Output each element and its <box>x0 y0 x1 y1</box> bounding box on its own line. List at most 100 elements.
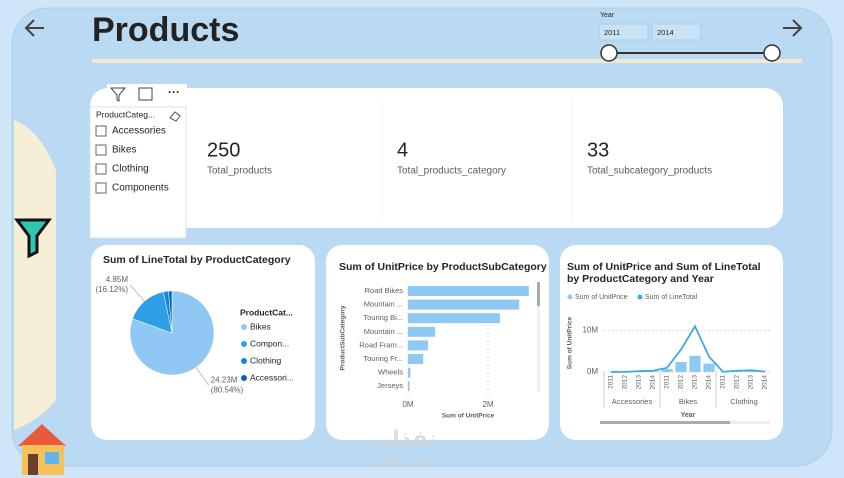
group-label: Bikes <box>679 397 698 406</box>
start-year: 2011 <box>604 28 620 37</box>
page-title: Products <box>92 11 239 49</box>
bar <box>661 369 673 372</box>
slicer-label: Year <box>600 12 615 19</box>
card-label: Total_products <box>207 166 272 177</box>
y-tick-label: Mountain ... <box>364 300 403 309</box>
checkbox[interactable] <box>95 144 107 156</box>
data-label: 24.23M <box>211 376 238 385</box>
x-tick-label: 2014 <box>706 375 713 390</box>
scrollbar-thumb[interactable] <box>600 421 730 424</box>
legend-label[interactable]: Bikes <box>250 321 271 331</box>
legend-marker <box>241 341 247 347</box>
y-tick-label: Road Bikes <box>365 286 404 295</box>
x-tick-label: 2014 <box>650 375 657 390</box>
legend-marker <box>241 375 247 381</box>
legend-label[interactable]: Sum of UnitPrice <box>575 294 628 301</box>
slider-handle[interactable] <box>763 44 781 62</box>
x-tick-label: 2011 <box>720 375 727 389</box>
x-tick-label: 2011 <box>664 375 671 389</box>
x-tick-label: 2013 <box>692 375 699 390</box>
y-tick-label: Jerseys <box>377 381 403 390</box>
bar <box>703 363 715 372</box>
x-tick-label: 2013 <box>748 375 755 390</box>
watermark-url: nafezly.com <box>374 456 432 468</box>
bar <box>408 354 424 364</box>
checkbox[interactable] <box>95 182 107 194</box>
y-axis-label: ProductSubCategory <box>340 305 347 370</box>
home-roof[interactable] <box>18 424 66 446</box>
slicer-item: Bikes <box>112 145 136 156</box>
leader-line <box>195 367 209 386</box>
y-tick-label: Wheels <box>378 368 403 377</box>
chart-title: Sum of UnitPrice by ProductSubCategory <box>339 261 547 273</box>
group-label: Accessories <box>612 397 653 406</box>
x-tick-label: 2011 <box>608 375 615 389</box>
forward-arrow[interactable] <box>783 19 803 37</box>
start-box[interactable] <box>598 23 649 41</box>
back-arrow[interactable] <box>24 19 44 37</box>
slicer-item: Clothing <box>112 164 149 175</box>
filter-pane-icon[interactable] <box>14 218 52 259</box>
checkbox[interactable] <box>95 163 107 175</box>
y-tick-label: Touring Bi... <box>363 313 403 322</box>
x-axis-label: Year <box>681 412 696 419</box>
filter-icon[interactable] <box>109 87 127 102</box>
card-label: Total_subcategory_products <box>587 166 712 177</box>
legend-marker <box>567 294 573 300</box>
bar <box>408 367 411 378</box>
legend-marker <box>241 324 247 330</box>
home-window <box>45 452 59 464</box>
card-value: 250 <box>207 139 240 161</box>
legend-marker <box>637 294 643 300</box>
legend-label[interactable]: Sum of LineTotal <box>645 294 698 301</box>
side-stripe <box>14 120 56 430</box>
card-value: 4 <box>397 139 408 161</box>
bar <box>408 340 428 351</box>
slicer-item: Components <box>112 183 169 194</box>
scrollbar[interactable] <box>537 282 540 392</box>
leader-line <box>129 284 145 302</box>
home-door <box>28 454 38 475</box>
line-series <box>610 324 766 373</box>
y-tick-label: Road Fram... <box>359 340 403 349</box>
bar <box>689 355 701 372</box>
eraser-icon[interactable] <box>169 111 181 122</box>
legend-label[interactable]: Accessori... <box>250 372 294 382</box>
card-label: Total_products_category <box>397 166 506 177</box>
combo-card <box>560 245 783 440</box>
x-tick-label: 2012 <box>678 375 685 390</box>
legend-label[interactable]: Compon... <box>250 338 289 348</box>
legend-title: ProductCat... <box>240 307 293 317</box>
x-tick-label: 2M <box>482 400 493 409</box>
watermark-brand: نفذلي <box>369 426 436 452</box>
pie-slice <box>168 290 173 334</box>
bar <box>408 286 529 296</box>
y-axis-label: Sum of UnitPrice <box>567 316 574 369</box>
slicer-item: Accessories <box>112 126 166 137</box>
checkbox[interactable] <box>95 125 107 137</box>
y-tick-label: 10M <box>582 326 598 335</box>
bar <box>745 371 757 372</box>
y-tick-label: Touring Fr... <box>363 354 403 363</box>
end-year: 2014 <box>657 28 674 37</box>
legend-marker <box>241 358 247 364</box>
end-box[interactable] <box>651 23 702 41</box>
cards-panel <box>90 88 783 228</box>
bar <box>408 313 500 324</box>
slider-handle[interactable] <box>600 44 618 62</box>
data-label: 4.85M <box>106 275 129 284</box>
y-tick-label: Mountain ... <box>364 327 403 336</box>
legend-label[interactable]: Clothing <box>250 355 281 365</box>
group-label: Clothing <box>730 397 758 406</box>
visual-header <box>107 84 187 102</box>
x-tick-label: 2012 <box>734 375 741 390</box>
percent-label: (80.54%) <box>211 386 244 395</box>
x-tick-label: 2013 <box>636 375 643 390</box>
more-icon[interactable]: ··· <box>168 85 180 99</box>
scrollbar-thumb[interactable] <box>537 282 540 306</box>
focus-icon[interactable] <box>138 87 153 101</box>
slicer-title: ProductCateg... <box>96 109 155 119</box>
x-tick-label: 0M <box>402 400 413 409</box>
bar <box>675 362 687 372</box>
